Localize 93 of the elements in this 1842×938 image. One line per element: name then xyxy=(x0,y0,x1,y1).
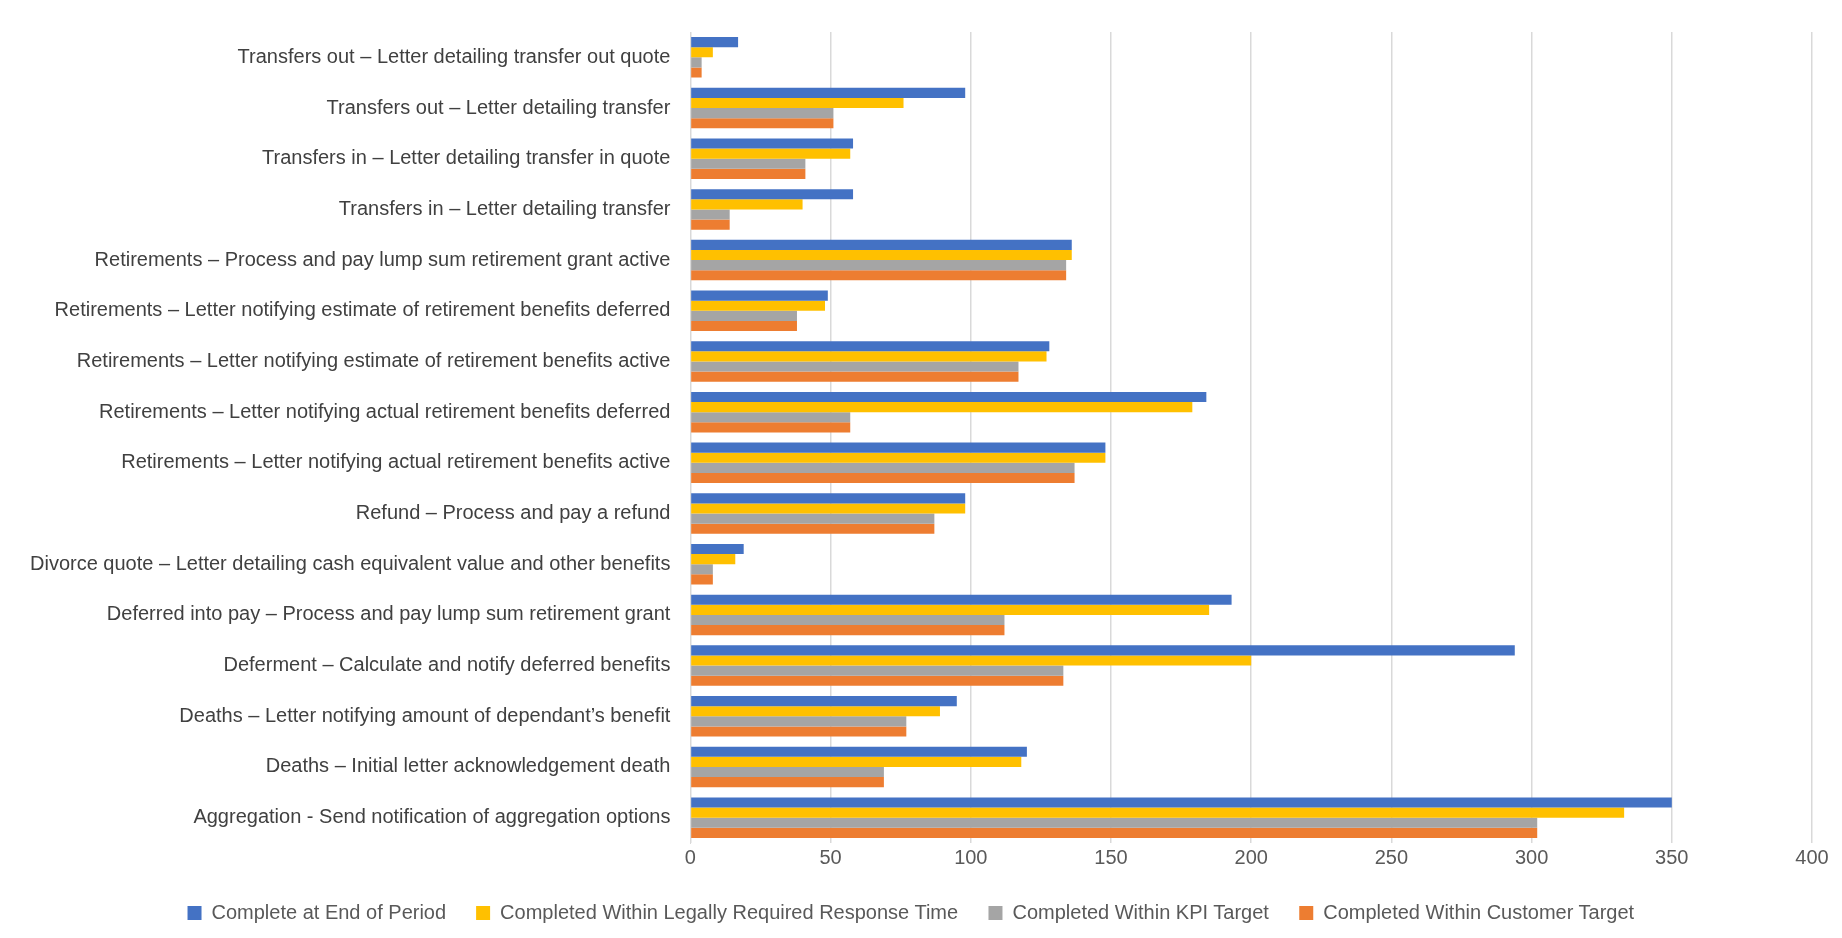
bar xyxy=(691,320,797,332)
bar xyxy=(691,655,1252,666)
bar xyxy=(691,777,884,788)
bar xyxy=(691,47,713,58)
bar xyxy=(691,270,1067,281)
x-tick-label: 200 xyxy=(1234,845,1268,868)
bar xyxy=(691,827,1538,838)
bar xyxy=(691,97,904,109)
bar xyxy=(691,371,1019,382)
x-tick-label: 350 xyxy=(1655,845,1689,868)
bar xyxy=(691,452,1106,463)
bar xyxy=(691,442,1106,453)
y-tick-label: Divorce quote – Letter detailing cash equivalent value and other benefits xyxy=(30,551,671,574)
bar xyxy=(691,361,1019,372)
bar xyxy=(691,503,966,514)
legend-label: Complete at End of Period xyxy=(211,900,447,923)
legend-label: Completed Within Legally Required Response Time xyxy=(500,900,959,923)
bar xyxy=(691,675,1064,686)
bar xyxy=(691,726,907,737)
bar xyxy=(691,513,935,524)
bar xyxy=(691,260,1067,271)
bar xyxy=(691,209,730,220)
bar xyxy=(691,108,834,119)
y-tick-label: Retirements – Letter notifying estimate of retirement benefits deferred xyxy=(54,298,671,321)
x-tick-label: 400 xyxy=(1795,845,1829,868)
bar xyxy=(691,696,957,707)
bar xyxy=(691,594,1232,605)
bar xyxy=(691,199,803,210)
bar xyxy=(691,148,851,159)
bar xyxy=(691,57,702,68)
legend-label: Completed Within Customer Target xyxy=(1323,900,1635,923)
bar xyxy=(691,300,826,311)
bar xyxy=(691,87,966,98)
y-tick-label: Retirements – Process and pay lump sum retirement grant active xyxy=(94,247,671,270)
y-tick-label: Refund – Process and pay a refund xyxy=(355,501,671,524)
bar xyxy=(691,665,1064,676)
bar xyxy=(691,118,834,129)
bar xyxy=(691,168,806,179)
bar xyxy=(691,189,854,200)
bar xyxy=(691,472,1075,484)
bar xyxy=(691,817,1538,828)
bar xyxy=(691,746,1027,757)
y-tick-label: Deferred into pay – Process and pay lump sum retirement grant xyxy=(106,602,671,625)
x-tick-label: 100 xyxy=(954,845,988,868)
bar xyxy=(691,158,806,169)
bar xyxy=(691,716,907,727)
bar xyxy=(691,310,797,321)
bar xyxy=(691,351,1047,362)
y-tick-label: Transfers in – Letter detailing transfer xyxy=(338,196,671,219)
bar xyxy=(691,706,940,717)
bar xyxy=(691,645,1515,656)
bar xyxy=(691,249,1072,261)
bar xyxy=(691,391,1207,403)
x-tick-label: 250 xyxy=(1374,845,1409,868)
y-tick-label: Retirements – Letter notifying actual retirement benefits deferred xyxy=(99,399,671,422)
bar xyxy=(691,766,884,778)
legend-label: Completed Within KPI Target xyxy=(1012,900,1270,923)
bar xyxy=(691,564,713,575)
bar xyxy=(691,543,744,555)
y-tick-label: Retirements – Letter notifying estimate of retirement benefits active xyxy=(76,348,671,371)
bar xyxy=(691,402,1193,413)
y-tick-label: Deaths – Letter notifying amount of dependant’s benefit xyxy=(179,703,671,726)
bar xyxy=(691,290,828,301)
x-tick-label: 300 xyxy=(1514,845,1549,868)
bar xyxy=(691,807,1625,818)
bar xyxy=(691,523,935,534)
y-tick-label: Transfers out – Letter detailing transfer out quote xyxy=(237,44,671,67)
bar xyxy=(691,554,736,565)
bar xyxy=(691,604,1210,615)
bar xyxy=(691,239,1072,250)
y-tick-label: Aggregation - Send notification of aggregation options xyxy=(193,805,671,828)
bar xyxy=(691,341,1050,352)
bar xyxy=(691,756,1022,767)
bar xyxy=(691,462,1075,473)
bar xyxy=(691,797,1672,808)
bar xyxy=(691,614,1005,626)
bar xyxy=(691,422,851,433)
y-tick-label: Transfers in – Letter detailing transfer in quote xyxy=(262,146,671,169)
bar xyxy=(691,138,854,149)
bar xyxy=(691,493,966,504)
y-tick-label: Transfers out – Letter detailing transfer xyxy=(326,95,671,118)
y-tick-label: Retirements – Letter notifying actual retirement benefits active xyxy=(121,450,671,473)
bar xyxy=(691,412,851,423)
x-tick-label: 0 xyxy=(684,845,696,868)
x-tick-label: 50 xyxy=(819,845,842,868)
y-tick-label: Deaths – Initial letter acknowledgement death xyxy=(265,754,671,777)
bar xyxy=(691,37,739,48)
bar xyxy=(691,67,702,78)
bar xyxy=(691,574,713,585)
bar xyxy=(691,219,730,230)
y-tick-label: Deferment – Calculate and notify deferred benefits xyxy=(223,653,671,676)
x-tick-label: 150 xyxy=(1094,845,1128,868)
bar xyxy=(691,625,1005,636)
